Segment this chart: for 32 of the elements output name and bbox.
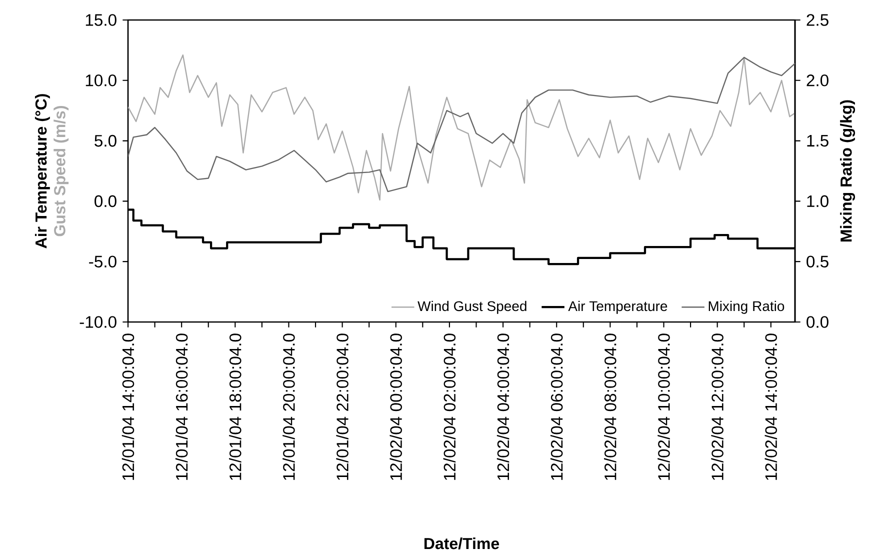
x-tick-label: 12/02/04 06:00:04.0	[550, 334, 563, 480]
y2-tick-label: 2.5	[806, 14, 828, 26]
y-tick-label: 15.0	[86, 14, 116, 26]
legend-label: Wind Gust Speed	[418, 300, 526, 314]
x-tick-label: 12/02/04 12:00:04.0	[711, 334, 724, 480]
y2-tick-label: 0.0	[806, 316, 828, 328]
y2-tick-label: 2.0	[806, 74, 828, 86]
legend-label: Air Temperature	[568, 300, 668, 314]
legend-label: Mixing Ratio	[708, 300, 784, 314]
x-tick-label: 12/02/04 14:00:04.0	[764, 334, 778, 480]
y-tick-label: -5.0	[89, 256, 116, 268]
x-tick-label: 12/02/04 02:00:04.0	[443, 334, 456, 480]
x-tick-label: 12/01/04 18:00:04.0	[229, 334, 242, 480]
y2-axis-title: Mixing Ratio (g/kg)	[840, 100, 856, 242]
text: Gust Speed (m/s)	[54, 106, 69, 236]
x-tick-label: 12/02/04 08:00:04.0	[604, 334, 616, 480]
x-tick-label: 12/01/04 22:00:04.0	[336, 334, 348, 480]
x-tick-label: 12/01/04 14:00:04.0	[122, 334, 134, 480]
x-tick-label: 12/02/04 04:00:04.0	[496, 334, 510, 480]
y-tick-label: 0.0	[94, 195, 116, 208]
x-tick-label: 12/02/04 10:00:04.0	[658, 334, 670, 480]
x-tick-label: 12/01/04 16:00:04.0	[175, 334, 188, 480]
y-tick-label: 5.0	[94, 134, 116, 147]
y-tick-label: 10.0	[86, 74, 116, 86]
y2-tick-label: 1.5	[807, 134, 828, 147]
y-axis-title: Air Temperature (°C)	[34, 94, 50, 248]
x-axis-title: Date/Time	[424, 537, 500, 550]
x-tick-label: 12/01/04 20:00:04.0	[282, 334, 295, 480]
y-tick-label: -10.0	[80, 316, 116, 328]
y2-tick-label: 1.0	[807, 195, 828, 208]
y2-tick-label: 0.5	[806, 256, 828, 268]
x-tick-label: 12/02/04 00:00:04.0	[390, 334, 402, 480]
